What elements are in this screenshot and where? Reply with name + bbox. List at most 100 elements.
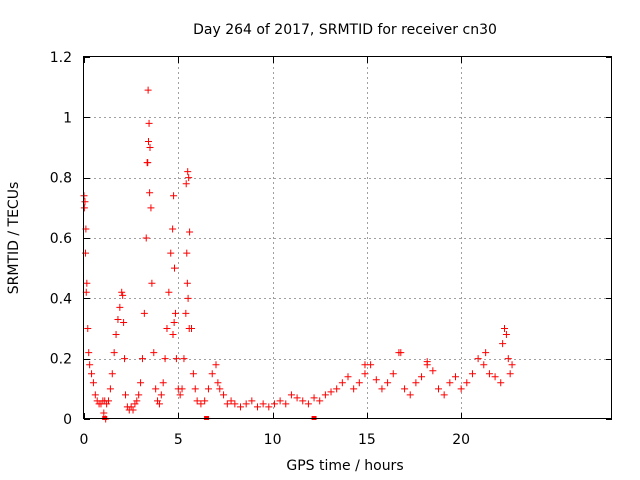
data-point: [165, 288, 173, 296]
data-point: [112, 331, 120, 339]
data-point: [106, 385, 114, 393]
data-point: [89, 379, 97, 387]
y-tick-label: 1.2: [50, 50, 72, 66]
data-point: [183, 249, 191, 257]
data-point: [184, 294, 192, 302]
data-point: [208, 370, 216, 378]
y-tick-label: 0.2: [50, 352, 72, 368]
data-point: [253, 403, 261, 411]
data-point: [167, 249, 175, 257]
data-point: [440, 391, 448, 399]
data-point: [287, 391, 295, 399]
data-point: [316, 397, 324, 405]
data-point: [127, 403, 135, 411]
data-point: [180, 355, 188, 363]
data-point: [103, 400, 111, 408]
data-point: [121, 391, 129, 399]
data-point: [299, 397, 307, 405]
y-axis-title: SRMTID / TECUs: [6, 182, 22, 295]
data-point: [147, 204, 155, 212]
data-point: [248, 397, 256, 405]
data-point: [451, 373, 459, 381]
data-point: [429, 367, 437, 375]
data-point: [338, 379, 346, 387]
data-point: [321, 391, 329, 399]
data-point: [384, 379, 392, 387]
data-point: [85, 349, 93, 357]
data-point: [204, 385, 212, 393]
data-point: [282, 400, 290, 408]
data-point: [137, 379, 145, 387]
data-point: [482, 349, 490, 357]
data-point: [189, 370, 197, 378]
data-point: [242, 400, 250, 408]
data-point: [327, 388, 335, 396]
data-point: [119, 291, 127, 299]
data-point: [216, 385, 224, 393]
data-point: [170, 192, 178, 200]
data-point: [138, 355, 146, 363]
data-point: [412, 379, 420, 387]
data-point: [169, 331, 177, 339]
data-point: [508, 361, 516, 369]
data-point: [485, 370, 493, 378]
data-point: [145, 119, 153, 127]
data-point: [197, 400, 205, 408]
data-point: [361, 370, 369, 378]
data-point: [193, 397, 201, 405]
data-point: [88, 370, 96, 378]
data-point: [154, 397, 162, 405]
data-point: [406, 391, 414, 399]
data-point: [504, 355, 512, 363]
data-point: [201, 397, 209, 405]
data-point: [100, 409, 108, 417]
data-point: [159, 379, 167, 387]
data-point: [276, 397, 284, 405]
data-point: [144, 159, 152, 167]
data-point: [350, 385, 358, 393]
x-tick-label: 5: [174, 432, 183, 448]
data-point: [108, 370, 116, 378]
data-point: [157, 391, 165, 399]
data-point: [397, 349, 405, 357]
data-point: [81, 198, 89, 206]
data-point: [435, 385, 443, 393]
data-point: [135, 391, 143, 399]
data-point: [144, 86, 152, 94]
data-point: [146, 189, 154, 197]
x-axis-title: GPS time / hours: [286, 458, 403, 474]
data-point: [163, 325, 171, 332]
data-point: [169, 225, 177, 233]
data-point: [184, 168, 192, 176]
data-point: [259, 400, 267, 408]
data-point: [344, 373, 352, 381]
data-point: [105, 397, 113, 405]
x-tick-label: 20: [452, 432, 470, 448]
data-point: [185, 325, 193, 332]
data-point: [155, 400, 163, 408]
data-point: [423, 358, 431, 366]
data-point: [491, 373, 499, 381]
data-point: [91, 391, 99, 399]
y-tick-label: 1: [63, 110, 72, 126]
data-point: [474, 355, 482, 363]
y-axis-ticks: 0 0.2 0.4 0.6 0.8 1 1.2: [50, 50, 612, 428]
data-point: [418, 373, 426, 381]
data-point: [114, 315, 122, 323]
data-point: [171, 309, 179, 317]
y-tick-label: 0.6: [50, 231, 72, 247]
data-point: [120, 318, 128, 326]
y-tick-label: 0: [63, 412, 72, 428]
data-point: [121, 355, 129, 363]
data-point: [293, 394, 301, 402]
data-point: [265, 403, 273, 411]
data-point: [237, 403, 245, 411]
data-point: [118, 288, 126, 296]
data-point: [172, 355, 180, 363]
grid-lines: [84, 57, 612, 419]
data-point: [116, 303, 124, 311]
x-axis-ticks: 0 5 10 15 20: [80, 57, 470, 448]
data-point: [446, 379, 454, 387]
data-point: [457, 385, 465, 393]
data-point: [150, 349, 158, 357]
